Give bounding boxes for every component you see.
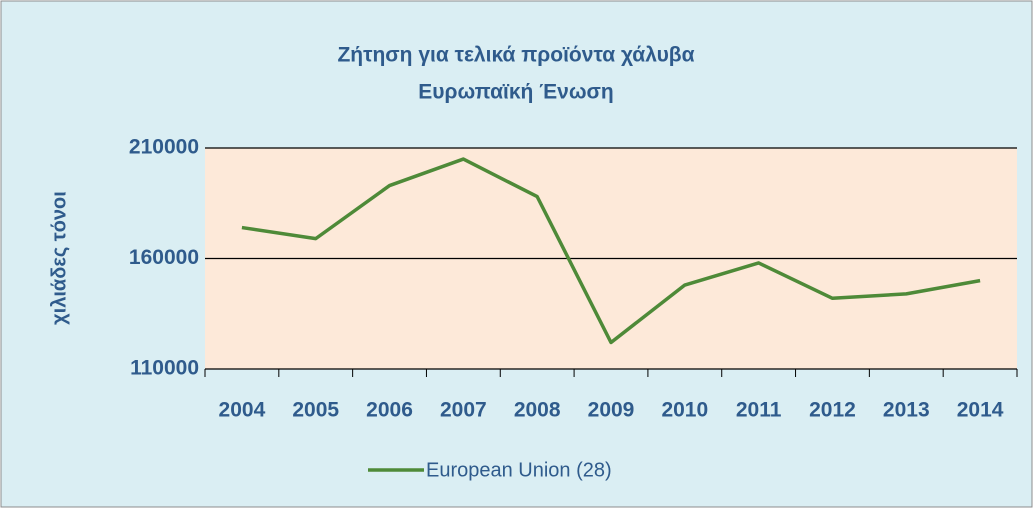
- x-tick-label: 2004: [219, 399, 266, 422]
- x-tick-label: 2009: [588, 399, 635, 422]
- y-axis-label: χιλιάδες τόνοι: [48, 191, 70, 325]
- x-tick-label: 2014: [957, 399, 1004, 422]
- x-tick-label: 2008: [514, 399, 561, 422]
- y-tick-label: 110000: [130, 357, 199, 380]
- y-tick-label: 160000: [129, 246, 199, 269]
- x-tick-label: 2013: [883, 399, 930, 422]
- data-line: [241, 157, 981, 345]
- x-tick-label: 2007: [440, 399, 487, 422]
- x-tick-label: 2011: [736, 399, 782, 422]
- x-tick-label: 2012: [809, 399, 856, 422]
- x-tick-label: 2006: [366, 399, 413, 422]
- x-tick-label: 2005: [292, 399, 339, 422]
- x-tick-label: 2010: [661, 399, 708, 422]
- chart-subtitle: Ευρωπαϊκή Ένωση: [418, 81, 614, 104]
- chart-title: Ζήτηση για τελικά προϊόντα χάλυβα: [337, 44, 694, 67]
- y-tick-label: 210000: [129, 136, 199, 159]
- legend-label: European Union (28): [426, 459, 612, 481]
